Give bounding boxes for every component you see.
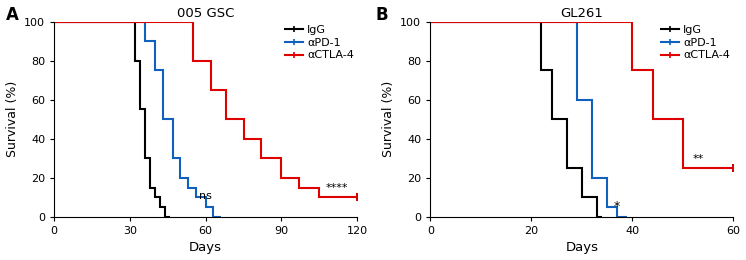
X-axis label: Days: Days xyxy=(565,242,598,255)
Text: *: * xyxy=(614,200,621,213)
Text: B: B xyxy=(376,6,389,24)
X-axis label: Days: Days xyxy=(189,242,222,255)
Title: 005 GSC: 005 GSC xyxy=(177,7,234,20)
Legend: IgG, αPD-1, αCTLA-4: IgG, αPD-1, αCTLA-4 xyxy=(285,25,354,61)
Legend: IgG, αPD-1, αCTLA-4: IgG, αPD-1, αCTLA-4 xyxy=(661,25,730,61)
Text: **: ** xyxy=(692,154,703,164)
Y-axis label: Survival (%): Survival (%) xyxy=(382,81,395,157)
Title: GL261: GL261 xyxy=(560,7,604,20)
Text: A: A xyxy=(6,6,19,24)
Text: ns: ns xyxy=(199,191,212,201)
Text: ****: **** xyxy=(326,183,348,193)
Y-axis label: Survival (%): Survival (%) xyxy=(5,81,19,157)
